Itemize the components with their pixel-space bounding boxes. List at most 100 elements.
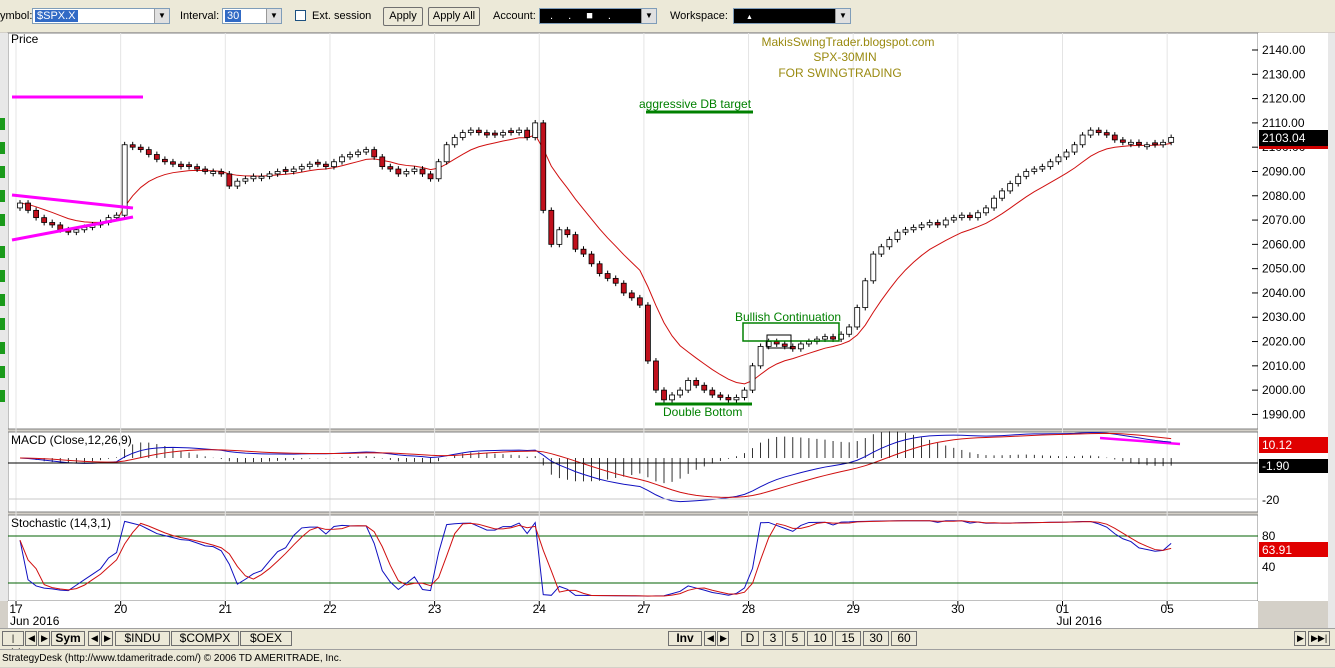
price-tick-label: 1990.00 (1262, 407, 1306, 421)
candle-body (604, 273, 611, 279)
interval-tab-5[interactable]: 5 (785, 631, 805, 646)
macd-value-box (1259, 437, 1328, 453)
candle-body (1055, 156, 1062, 163)
candle-body (918, 224, 925, 228)
candle-body (331, 161, 337, 168)
candle-body (25, 202, 31, 211)
candle-body (467, 129, 474, 134)
prev-page-icon[interactable]: ◀ (25, 631, 37, 646)
macd-value-label: 10.12 (1262, 438, 1292, 452)
stoch-value-box (1259, 542, 1328, 557)
symbol-label: ymbol: (0, 10, 33, 22)
triangle-upper-line[interactable] (11, 193, 134, 210)
inv-next-icon[interactable]: ▶ (717, 631, 729, 646)
interval-tab-15[interactable]: 15 (835, 631, 861, 646)
candle-body (1119, 139, 1126, 143)
sym-next-icon[interactable]: ▶ (101, 631, 113, 646)
signal-value-label: -1.90 (1262, 459, 1290, 473)
status-bar: StrategyDesk (http://www.tdameritrade.co… (0, 649, 1335, 667)
candle-body (862, 280, 869, 308)
signal-polyline (19, 432, 1172, 498)
candle-body (226, 173, 233, 187)
right-scrollbar[interactable] (1328, 33, 1335, 628)
candle-body (443, 144, 450, 163)
toolstrip-indicator (0, 166, 5, 178)
candle-body (314, 161, 321, 165)
candle-body (218, 171, 225, 175)
stochastic-panel (7, 514, 1259, 602)
sym-prev-icon[interactable]: ◀ (88, 631, 100, 646)
account-combo[interactable]: . . ■ . ▼ (539, 8, 657, 24)
candle-body (1152, 142, 1158, 146)
price-tick-label: 2010.00 (1262, 359, 1306, 373)
candle-body (797, 343, 804, 350)
chevron-down-icon[interactable]: ▼ (266, 9, 281, 23)
candle-body (540, 122, 547, 211)
candle-body (49, 222, 56, 226)
symbol-tab-compx[interactable]: $COMPX (171, 631, 239, 646)
toolstrip-indicator (0, 190, 5, 202)
last-page-icon[interactable]: ▶▶| (1308, 631, 1330, 646)
price-tick-label: 2090.00 (1262, 164, 1306, 178)
interval-tab-60[interactable]: 60 (891, 631, 917, 646)
toolstrip-indicator (0, 366, 5, 378)
candle-body (516, 129, 522, 134)
interval-tab-30[interactable]: 30 (863, 631, 889, 646)
watermark-line-2: SPX-30MIN (813, 50, 876, 64)
account-label: Account: (493, 10, 536, 22)
candle-body (781, 343, 788, 347)
candle-body (113, 214, 120, 219)
first-page-icon[interactable]: |◀◀ (2, 631, 24, 656)
candle-body (234, 180, 241, 187)
candle-body (1007, 183, 1014, 192)
inv-prev-icon[interactable]: ◀ (704, 631, 716, 646)
candle-body (355, 151, 362, 155)
x-tick-label: 28 (742, 602, 756, 616)
toolstrip-indicator (0, 142, 5, 154)
apply-all-button[interactable]: Apply All (428, 7, 480, 26)
symbol-combo[interactable]: $SPX.X ▼ (32, 8, 170, 24)
workspace-combo[interactable]: ▲ ▼ (733, 8, 851, 24)
inv-tab[interactable]: Inv (668, 631, 702, 646)
toolstrip-indicator (0, 270, 5, 282)
double-bottom-label: Double Bottom (663, 405, 742, 419)
bullish-continuation-label: Bullish Continuation (735, 310, 841, 324)
price-tick-label: 2120.00 (1262, 92, 1306, 106)
continuation-inner-box[interactable] (766, 334, 792, 349)
candle-body (483, 132, 490, 136)
interval-combo[interactable]: 30 ▼ (222, 8, 282, 24)
candle-body (347, 154, 353, 158)
candle-body (773, 341, 780, 345)
triangle-lower-line[interactable] (11, 215, 134, 242)
candle-body (1103, 132, 1110, 136)
price-tick-label: 2110.00 (1262, 116, 1305, 130)
price-tick-label: 2080.00 (1262, 189, 1306, 203)
apply-button[interactable]: Apply (383, 7, 423, 26)
macd-divergence-line[interactable] (1099, 436, 1181, 446)
ext-session-checkbox[interactable] (295, 10, 306, 21)
chevron-down-icon[interactable]: ▼ (835, 9, 850, 23)
x-month-label: Jul 2016 (1057, 614, 1103, 628)
price-tick-label: 2060.00 (1262, 237, 1306, 251)
candle-body (910, 226, 917, 231)
chevron-down-icon[interactable]: ▼ (154, 9, 169, 23)
candle-body (967, 214, 973, 219)
candle-body (1063, 151, 1070, 158)
candle-body (733, 397, 740, 401)
candle-body (387, 166, 394, 170)
chevron-down-icon[interactable]: ▼ (641, 9, 656, 23)
scroll-right-icon[interactable]: ▶ (1294, 631, 1306, 646)
interval-tab-d[interactable]: D (741, 631, 759, 646)
symbol-tab-indu[interactable]: $INDU (115, 631, 170, 646)
candle-body (153, 154, 160, 160)
candle-body (419, 168, 426, 175)
candle-body (934, 222, 941, 226)
next-page-icon[interactable]: ▶ (38, 631, 50, 646)
gridlines (15, 33, 1168, 601)
account-value: . . ■ . (550, 10, 617, 22)
symbol-tab-oex[interactable]: $OEX (240, 631, 292, 646)
sym-tab[interactable]: Sym (51, 631, 85, 646)
x-tick-label: 05 (1160, 602, 1174, 616)
interval-tab-3[interactable]: 3 (763, 631, 783, 646)
interval-tab-10[interactable]: 10 (807, 631, 833, 646)
